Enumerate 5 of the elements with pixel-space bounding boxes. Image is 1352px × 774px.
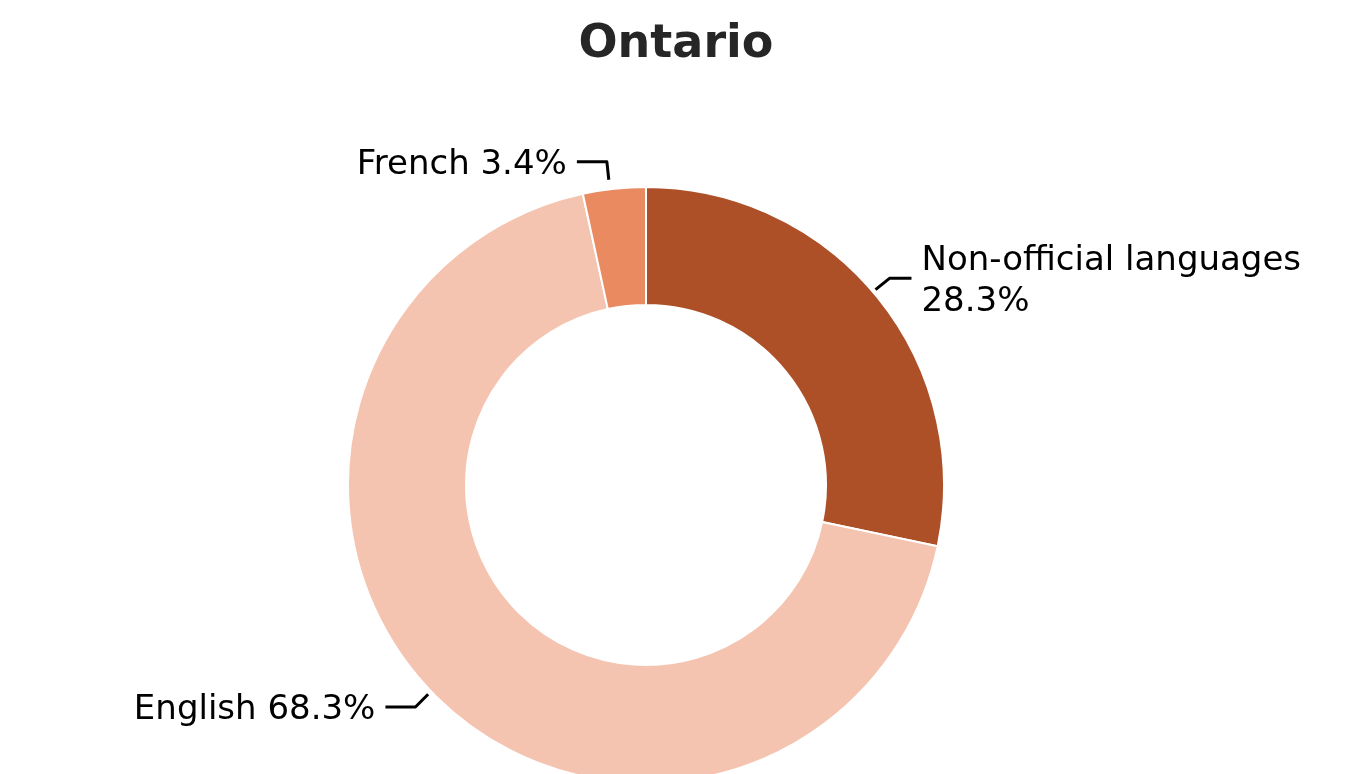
data-label: 28.3%: [921, 278, 1030, 319]
slice-label: French 3.4%: [356, 141, 567, 182]
chart-title: Ontario: [577, 14, 775, 68]
slice-label: English 68.3%: [133, 686, 376, 727]
slice-label: Non-official languages: [921, 237, 1302, 278]
